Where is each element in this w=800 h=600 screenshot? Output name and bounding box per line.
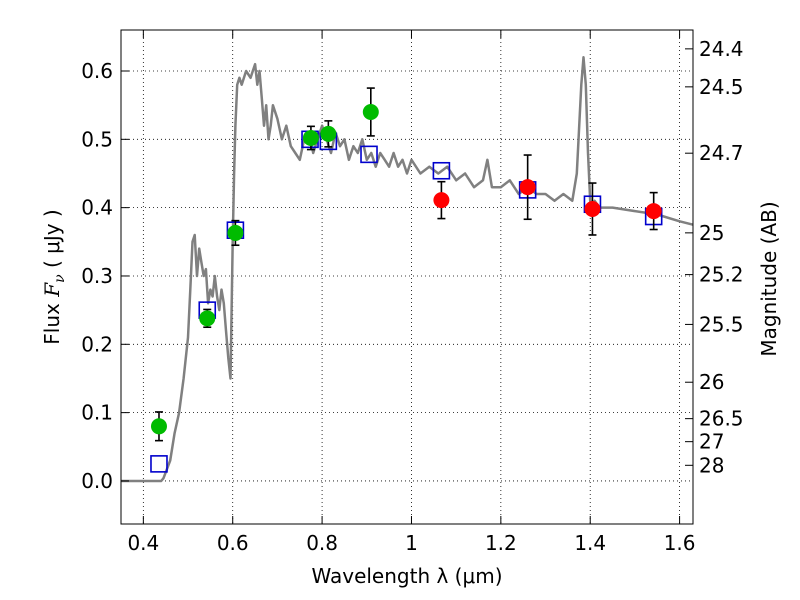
y2-tick-label: 24.5 [699, 75, 744, 99]
x-axis-label: Wavelength λ (μm) [311, 564, 502, 588]
observed-data-point [433, 192, 450, 209]
y-tick-label: 0.4 [81, 196, 113, 220]
observed-data-point [150, 418, 167, 435]
y-tick-label: 0.6 [81, 59, 113, 83]
model-photometry-marker [360, 145, 378, 164]
y2-tick-label: 27 [699, 430, 724, 454]
observed-data-point [584, 201, 601, 218]
y2-tick-label: 25 [699, 221, 724, 245]
y2-tick-label: 25.5 [699, 312, 744, 336]
plot-frame [120, 29, 694, 525]
y-tick-label: 0.3 [81, 264, 113, 288]
y2-tick-label: 26.5 [699, 407, 744, 431]
y-tick-label: 0.0 [81, 469, 113, 493]
x-tick-label: 0.8 [306, 531, 338, 555]
y2-tick-label: 24.4 [699, 37, 744, 61]
x-tick-label: 1 [405, 531, 418, 555]
model-photometry-marker [432, 161, 451, 180]
plot-area [121, 56, 694, 483]
observed-data-point [362, 103, 379, 120]
y2-tick-label: 28 [699, 453, 724, 477]
observed-data-point [519, 179, 536, 196]
x-tick-label: 1.2 [485, 531, 517, 555]
y-axis-label: Flux Fν ( μJy ) [40, 209, 68, 344]
y-tick-label: 0.1 [81, 401, 113, 425]
observed-data-point [320, 125, 337, 142]
y2-tick-label: 24.7 [699, 141, 744, 165]
observed-data-point [199, 310, 216, 327]
observed-data-point [645, 203, 662, 220]
y2-tick-label: 26 [699, 370, 724, 394]
y-tick-label: 0.2 [81, 332, 113, 356]
x-tick-label: 1.6 [664, 531, 696, 555]
secondary-y-axis-label: Magnitude (AB) [757, 201, 781, 356]
y2-tick-label: 25.2 [699, 263, 744, 287]
axis-ticks: 0.4 0.6 0.8 1 1.2 1.4 1.6 0.0 0.1 0.2 0.3 0.4 0.5 0.6… [81, 30, 744, 555]
observed-data-point [302, 129, 319, 146]
spectrum-line [121, 56, 694, 483]
x-tick-label: 0.4 [127, 531, 159, 555]
x-tick-label: 0.6 [217, 531, 249, 555]
x-tick-label: 1.4 [574, 531, 606, 555]
observed-data-point [227, 224, 244, 241]
y-tick-label: 0.5 [81, 127, 113, 151]
model-photometry-marker [150, 455, 168, 473]
